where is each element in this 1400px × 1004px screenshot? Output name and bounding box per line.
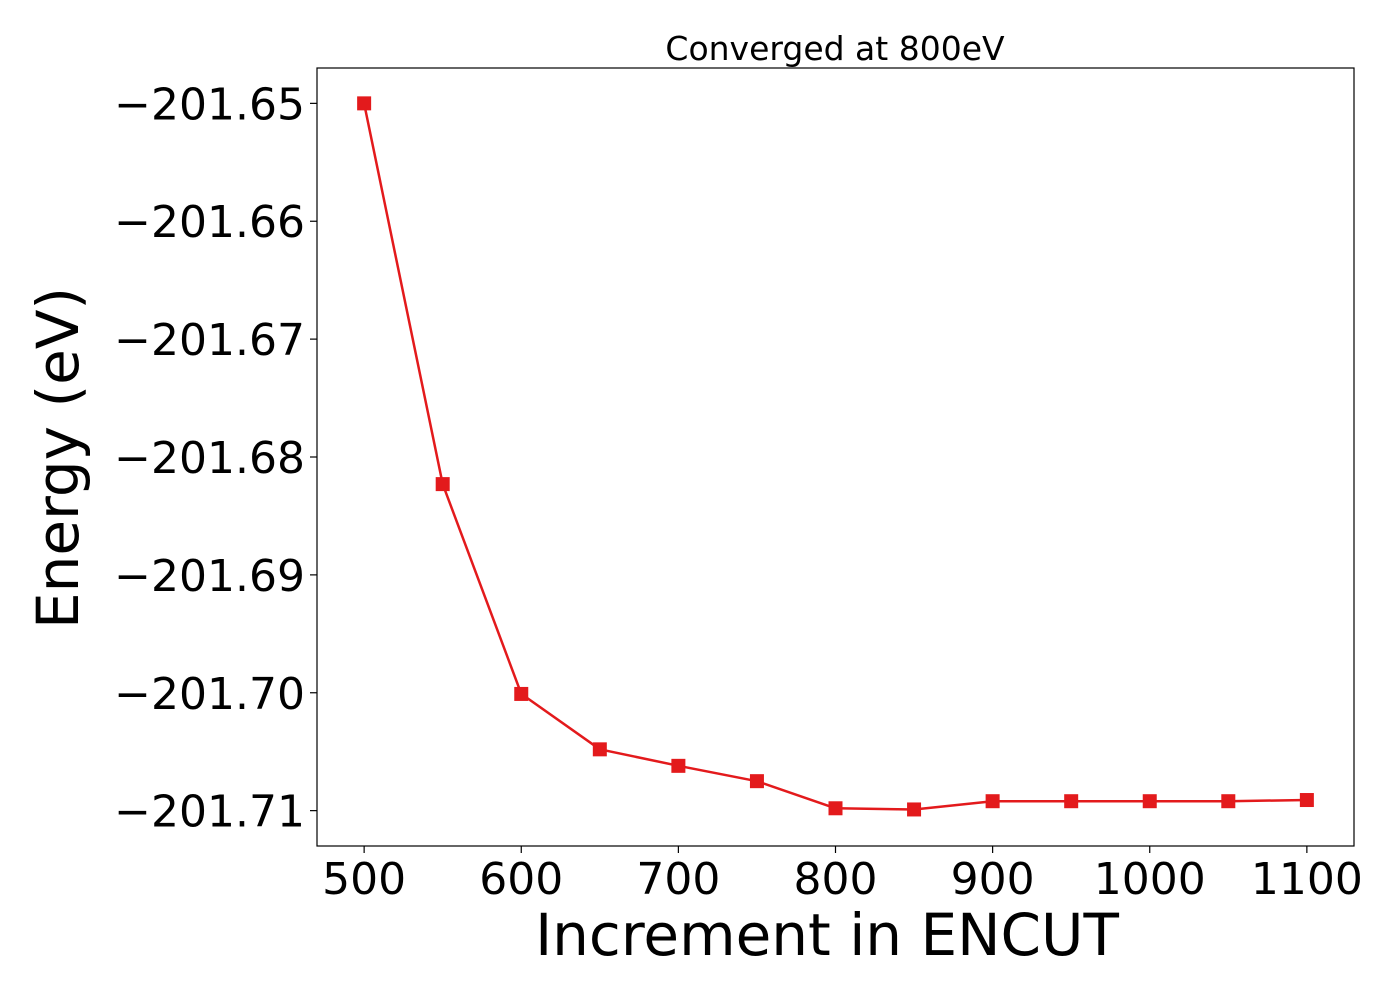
y-axis: −201.65 −201.66 −201.67 −201.68 −201.69 −201.… xyxy=(114,79,317,838)
y-tick-label: −201.67 xyxy=(114,315,305,366)
series-line xyxy=(362,103,1307,811)
chart-title: Converged at 800eV xyxy=(665,29,1005,68)
data-point-marker xyxy=(435,477,450,492)
y-tick-label: −201.71 xyxy=(114,787,305,838)
y-tick-label: −201.65 xyxy=(114,79,305,130)
data-point-marker xyxy=(1142,794,1157,809)
data-point-marker xyxy=(514,686,529,701)
plot-frame xyxy=(316,67,1355,847)
x-tick-label: 1000 xyxy=(1094,854,1206,905)
plot-area xyxy=(357,96,1314,817)
data-point-marker xyxy=(671,758,686,773)
x-axis-label: Increment in ENCUT xyxy=(535,901,1119,969)
x-tick-label: 600 xyxy=(479,854,563,905)
x-axis: 500 600 700 800 900 1000 1100 xyxy=(322,846,1363,905)
x-tick-label: 800 xyxy=(794,854,878,905)
x-tick-label: 700 xyxy=(636,854,720,905)
y-tick-label: −201.66 xyxy=(114,197,305,248)
x-tick-label: 900 xyxy=(951,854,1035,905)
data-point-marker xyxy=(1221,794,1236,809)
data-point-marker xyxy=(592,742,607,757)
x-tick-label: 500 xyxy=(322,854,406,905)
y-axis-label: Energy (eV) xyxy=(24,287,92,629)
y-tick-label: −201.69 xyxy=(114,551,305,602)
data-point-marker xyxy=(357,96,372,111)
x-tick-label: 1100 xyxy=(1251,854,1363,905)
data-point-marker xyxy=(1299,793,1314,808)
data-point-marker xyxy=(1064,794,1079,809)
data-point-marker xyxy=(907,802,922,817)
data-point-marker xyxy=(828,801,843,816)
data-point-marker xyxy=(749,774,764,789)
y-tick-label: −201.68 xyxy=(114,433,305,484)
y-tick-label: −201.70 xyxy=(114,669,305,720)
data-point-marker xyxy=(985,794,1000,809)
